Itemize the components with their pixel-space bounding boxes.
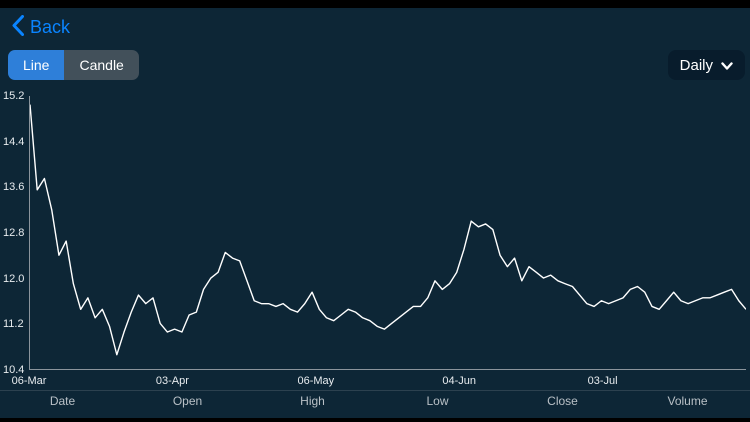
x-tick-label: 06-Mar	[11, 375, 47, 387]
letterbox-top	[0, 0, 750, 8]
table-value: –	[183, 411, 192, 422]
table-header: Date	[49, 394, 76, 408]
price-line	[30, 105, 746, 355]
quote-table: Date Open High Low Close Volume – – – – – –	[0, 390, 750, 422]
table-value: –	[308, 411, 317, 422]
table-value: –	[683, 411, 692, 422]
table-header: High	[300, 394, 325, 408]
table-value-row: – – – – – –	[0, 408, 750, 422]
y-tick-label: 15.2	[3, 90, 25, 102]
chevron-down-icon	[721, 57, 733, 74]
y-tick-label: 13.6	[3, 181, 25, 194]
price-chart[interactable]	[29, 96, 746, 370]
y-tick-label: 11.2	[3, 318, 24, 331]
table-value: –	[433, 411, 442, 422]
chevron-left-icon	[12, 15, 24, 39]
table-header: Volume	[667, 394, 708, 408]
back-button[interactable]: Back	[12, 15, 70, 39]
letterbox-bottom	[0, 418, 750, 422]
table-header-row: Date Open High Low Close Volume	[0, 394, 750, 408]
chart-type-segmented-control: Line Candle	[8, 50, 139, 80]
x-tick-label: 03-Apr	[155, 375, 189, 387]
x-tick-label: 06-May	[297, 375, 335, 387]
table-header: Low	[426, 394, 449, 408]
y-tick-label: 10.4	[3, 364, 25, 376]
y-tick-label: 14.4	[3, 135, 25, 148]
table-value: –	[558, 411, 567, 422]
table-header: Open	[172, 394, 203, 408]
y-tick-label: 12.8	[3, 227, 25, 239]
x-tick-label: 03-Jul	[587, 375, 618, 387]
chart-type-line-button[interactable]: Line	[8, 50, 65, 80]
price-chart-svg	[30, 96, 746, 369]
chart-type-candle-button[interactable]: Candle	[64, 50, 139, 80]
nav-bar: Back	[0, 8, 750, 46]
y-axis-labels: 15.2 14.4 13.6 12.8 12.0 11.2 10.4	[0, 90, 28, 376]
table-header: Close	[547, 394, 578, 408]
table-value: –	[58, 411, 67, 422]
x-tick-label: 04-Jun	[442, 375, 477, 387]
x-axis-labels: 06-Mar 03-Apr 06-May 04-Jun 03-Jul	[12, 375, 746, 388]
period-dropdown[interactable]: Daily	[667, 50, 745, 80]
back-label: Back	[30, 16, 71, 37]
y-tick-label: 12.0	[3, 272, 25, 285]
period-label: Daily	[679, 56, 713, 74]
